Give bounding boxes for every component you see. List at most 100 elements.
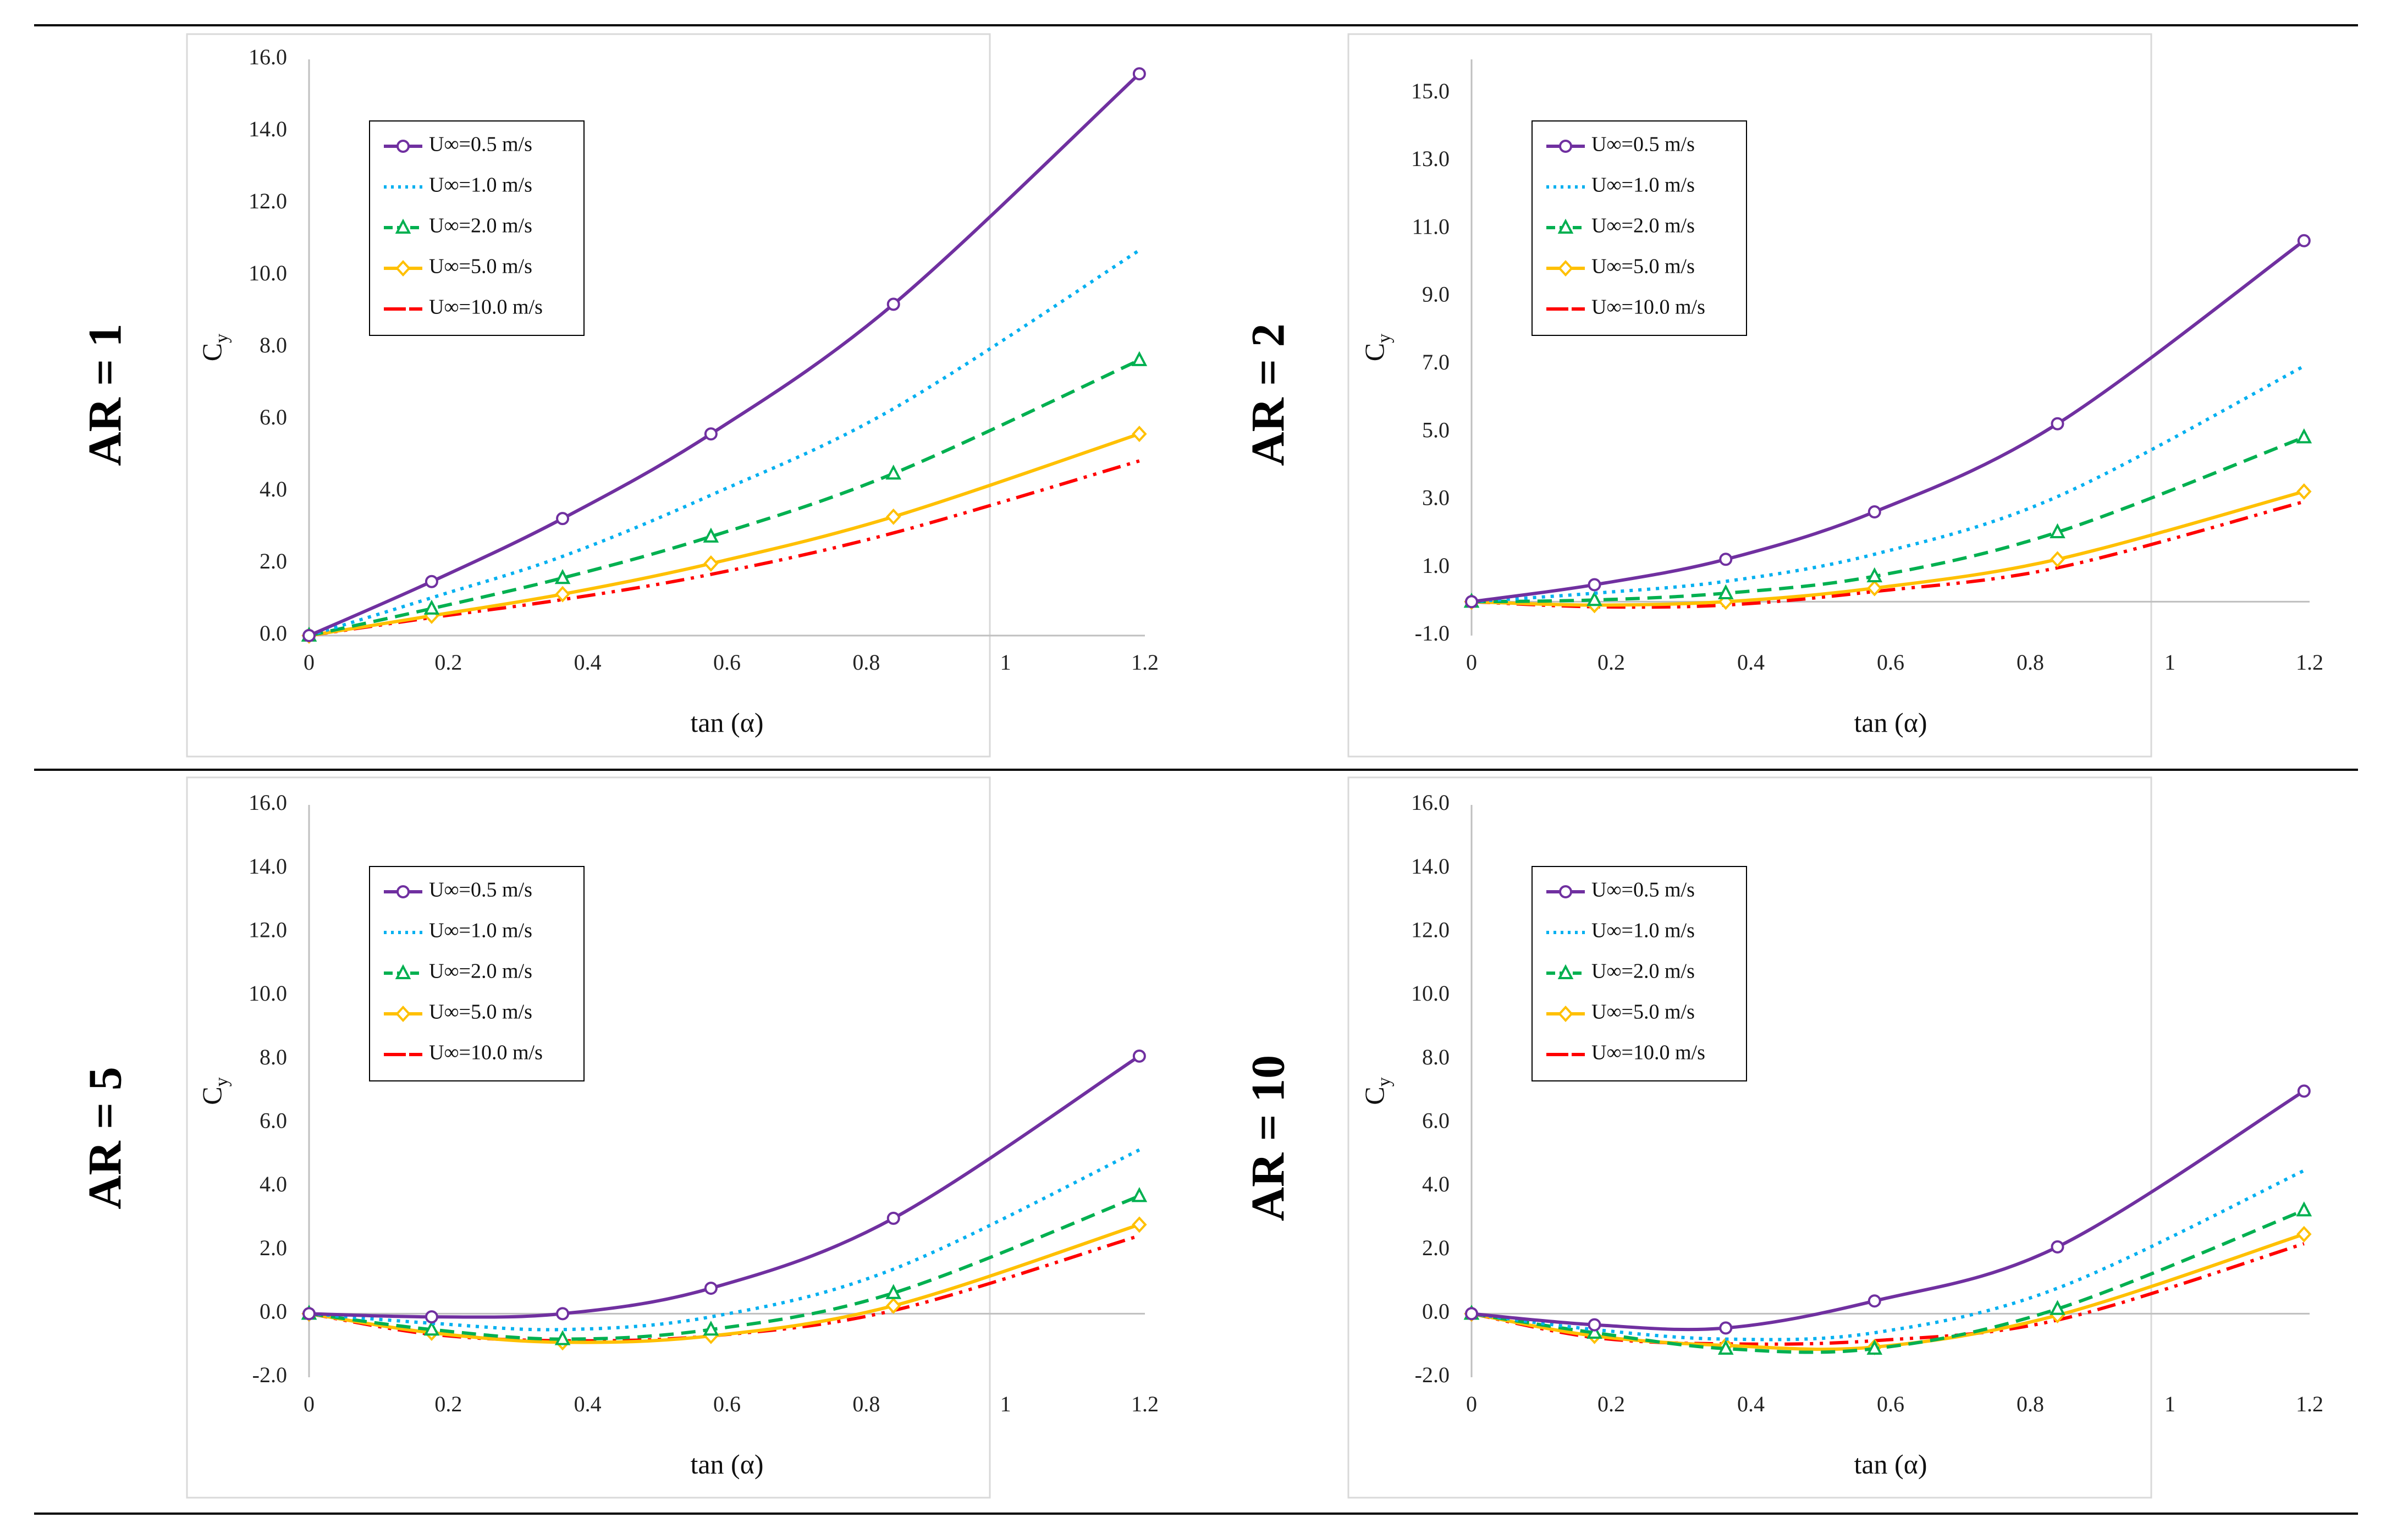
legend-entry: U∞=2.0 m/s bbox=[429, 214, 532, 238]
panel-label: AR = 10 bbox=[1242, 1055, 1294, 1221]
y-tick-label: 10.0 bbox=[249, 261, 287, 285]
y-tick-label: -1.0 bbox=[1415, 621, 1450, 645]
series-2 bbox=[308, 249, 1141, 637]
chart-area-border bbox=[1347, 33, 2152, 758]
series-1 bbox=[302, 67, 1146, 642]
data-point-diamond bbox=[2296, 1226, 2312, 1243]
data-point-circle bbox=[704, 1282, 718, 1295]
chart-panels: AR = 10.02.04.06.08.010.012.014.016.00 0.… bbox=[79, 33, 2323, 1499]
x-tick-label: 0.6 bbox=[1877, 1392, 1904, 1416]
legend-entry: U∞=2.0 m/s bbox=[1591, 214, 1695, 238]
series-line bbox=[1471, 1242, 2305, 1346]
data-point-circle bbox=[886, 297, 900, 311]
series-5 bbox=[308, 459, 1140, 637]
y-tick-label: 12.0 bbox=[249, 918, 287, 942]
y-axis-title-subscript: y bbox=[1374, 1077, 1395, 1086]
y-tick-label: 8.0 bbox=[1422, 1045, 1450, 1069]
y-tick-label: 6.0 bbox=[260, 405, 287, 429]
data-point-circle bbox=[425, 1310, 438, 1324]
legend-entry: U∞=2.0 m/s bbox=[429, 960, 532, 983]
y-axis-title: Cy bbox=[1359, 334, 1395, 361]
data-point-triangle bbox=[1586, 1323, 1602, 1339]
x-tick-label: 1 bbox=[2164, 1392, 2175, 1416]
x-tick-label: 0 bbox=[1466, 650, 1477, 675]
panel-label: AR = 5 bbox=[79, 1067, 131, 1209]
data-point-circle bbox=[2297, 234, 2311, 247]
data-point-circle bbox=[2051, 417, 2064, 430]
y-axis-title-subscript: y bbox=[212, 1077, 232, 1086]
y-tick-label: 0.0 bbox=[260, 1299, 287, 1324]
y-tick-label: 0.0 bbox=[1422, 1299, 1450, 1324]
legend-entry: U∞=10.0 m/s bbox=[1591, 296, 1705, 319]
x-tick-label: 0.8 bbox=[2017, 1392, 2044, 1416]
data-point-triangle bbox=[554, 1330, 571, 1345]
data-point-triangle bbox=[703, 527, 719, 543]
legend-entry: U∞=5.0 m/s bbox=[1591, 1001, 1695, 1024]
y-tick-label: 12.0 bbox=[1411, 918, 1450, 942]
data-point-circle bbox=[1719, 1321, 1733, 1335]
y-axis-title-main: C bbox=[1359, 1086, 1390, 1105]
data-point-circle bbox=[302, 1307, 316, 1321]
x-tick-label: 1.2 bbox=[2296, 1392, 2323, 1416]
legend-entry: U∞=10.0 m/s bbox=[429, 296, 543, 319]
x-tick-label: 0.4 bbox=[574, 1392, 602, 1416]
data-point-circle bbox=[302, 629, 316, 642]
legend: U∞=0.5 m/s U∞=1.0 m/s U∞=2.0 m/s U∞=5.0 m/s… bbox=[369, 866, 585, 1081]
chart-area-border bbox=[186, 33, 991, 758]
y-axis-title-main: C bbox=[196, 1086, 227, 1105]
x-tick-label: 1.2 bbox=[1131, 650, 1159, 675]
y-tick-label: 10.0 bbox=[1411, 981, 1450, 1006]
y-tick-label: 2.0 bbox=[1422, 1235, 1450, 1260]
data-point-circle bbox=[2051, 1240, 2064, 1254]
data-point-circle bbox=[1132, 1049, 1146, 1063]
panel-label: AR = 1 bbox=[79, 323, 131, 466]
data-point-circle bbox=[396, 885, 410, 898]
x-tick-label: 0.8 bbox=[852, 1392, 880, 1416]
legend-entry: U∞=2.0 m/s bbox=[1591, 960, 1695, 983]
legend: U∞=0.5 m/s U∞=1.0 m/s U∞=2.0 m/s U∞=5.0 m/s… bbox=[369, 120, 585, 336]
series-line bbox=[1471, 1169, 2305, 1342]
data-point-triangle bbox=[2050, 1300, 2065, 1315]
y-tick-label: 14.0 bbox=[249, 854, 287, 879]
data-point-circle bbox=[556, 1307, 570, 1321]
y-tick-label: 9.0 bbox=[1422, 282, 1450, 307]
data-point-triangle bbox=[703, 1320, 719, 1336]
data-point-diamond bbox=[395, 1006, 411, 1022]
legend-entry: U∞=5.0 m/s bbox=[429, 255, 532, 278]
data-point-triangle bbox=[885, 464, 902, 480]
x-tick-label: 0.4 bbox=[574, 650, 602, 675]
data-point-circle bbox=[1867, 505, 1881, 518]
data-point-diamond bbox=[2296, 483, 2312, 500]
y-axis-title-main: C bbox=[196, 343, 227, 361]
y-axis-title-main: C bbox=[1359, 343, 1390, 361]
legend-entry: U∞=1.0 m/s bbox=[429, 174, 532, 197]
data-point-diamond bbox=[886, 1297, 901, 1314]
y-tick-label: -2.0 bbox=[252, 1362, 287, 1387]
data-point-circle bbox=[886, 1211, 900, 1225]
legend: U∞=0.5 m/s U∞=1.0 m/s U∞=2.0 m/s U∞=5.0 m/s… bbox=[1531, 866, 1747, 1081]
data-point-diamond bbox=[1558, 260, 1573, 277]
y-tick-label: 15.0 bbox=[1411, 79, 1450, 103]
legend-entry: U∞=1.0 m/s bbox=[1591, 174, 1695, 197]
y-axis-title-subscript: y bbox=[1374, 334, 1395, 343]
y-tick-label: 13.0 bbox=[1411, 146, 1450, 171]
y-axis-title-subscript: y bbox=[212, 334, 232, 343]
chart-area-border bbox=[186, 776, 991, 1499]
data-point-triangle bbox=[885, 1284, 902, 1299]
data-point-triangle bbox=[1717, 584, 1734, 599]
x-tick-label: 0.8 bbox=[2017, 650, 2044, 675]
legend-entry: U∞=1.0 m/s bbox=[1591, 919, 1695, 942]
series-line bbox=[308, 459, 1140, 637]
x-tick-label: 0 bbox=[1466, 1392, 1477, 1416]
chart-panel-4: AR = 10 -2.0 0.0 2.0 4.0 6.0 8.0 10.0 12.0 14.0 16… bbox=[1242, 776, 2323, 1499]
data-point-diamond bbox=[1132, 1216, 1147, 1233]
legend-entry: U∞=10.0 m/s bbox=[429, 1041, 543, 1064]
series-2 bbox=[1471, 1169, 2305, 1342]
y-tick-label: 16.0 bbox=[1411, 790, 1450, 815]
data-point-triangle bbox=[1866, 1339, 1883, 1355]
x-tick-label: 0.2 bbox=[1597, 650, 1625, 675]
chart-area-border bbox=[1347, 776, 2152, 1499]
chart-panel-1: AR = 1 0.0 2.0 4.0 6.0 8.0 10.0 12.0 14.0 16.0 0 0.… bbox=[79, 33, 1159, 758]
data-point-circle bbox=[1867, 1294, 1881, 1308]
